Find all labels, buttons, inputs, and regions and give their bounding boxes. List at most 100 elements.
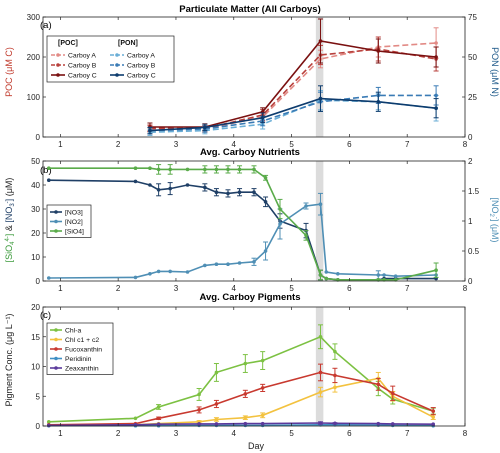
- data-point: [318, 370, 323, 375]
- y2-tick-label: 1.5: [468, 187, 480, 196]
- data-point: [243, 361, 248, 366]
- legend-panel-a: [POC] [PON] Carboy A Carboy B Carboy C Carboy…: [46, 35, 175, 83]
- panel-a-ylabel-right: PON (μM N): [490, 47, 500, 97]
- x-tick-label: 8: [463, 284, 468, 293]
- legend-panel-c: Chl-a Chl c1 + c2 Fucoxanthin Peridinin Zeax…: [46, 322, 114, 375]
- legend-marker: [56, 73, 60, 77]
- data-point: [197, 408, 201, 412]
- legend-label: Peridinin: [65, 356, 92, 363]
- data-point: [226, 167, 230, 172]
- x-tick-label: 8: [463, 140, 468, 149]
- shade-band: [315, 161, 324, 281]
- x-tick-label: 6: [347, 140, 352, 149]
- x-tick-label: 6: [347, 284, 352, 293]
- data-point: [393, 274, 398, 279]
- panel-b-ylabel-left: [SiO44-] & [NO3-] (μM): [4, 178, 16, 263]
- data-point: [214, 167, 219, 172]
- data-point: [304, 233, 308, 238]
- data-point: [260, 116, 265, 120]
- series-a-1: [147, 36, 439, 133]
- data-point: [376, 273, 381, 277]
- data-point: [214, 417, 219, 422]
- data-point: [46, 166, 51, 170]
- legend-marker: [54, 229, 58, 233]
- data-point: [318, 39, 323, 43]
- data-point: [376, 100, 381, 104]
- data-point: [434, 106, 438, 110]
- data-point: [260, 386, 265, 390]
- data-point: [376, 421, 381, 426]
- data-point: [260, 358, 265, 363]
- data-point: [318, 273, 323, 277]
- series-line: [149, 97, 437, 132]
- legend-marker: [54, 347, 58, 351]
- legend-header-pon: [PON]: [118, 40, 138, 47]
- data-point: [197, 392, 201, 397]
- series-line: [149, 40, 437, 128]
- series-line: [48, 179, 437, 281]
- legend-marker: [54, 328, 58, 332]
- x-tick-label: 4: [232, 429, 237, 438]
- y-tick-label: 20: [31, 303, 40, 312]
- data-point: [133, 275, 138, 280]
- x-tick-label: 5: [289, 284, 294, 293]
- data-point: [133, 416, 138, 421]
- series-a-5: [147, 85, 439, 135]
- series-line: [149, 94, 437, 132]
- y-tick-label: 10: [31, 253, 40, 262]
- legend-panel-b: [NO3] [NO2] [SiO4]: [46, 204, 92, 238]
- x-tick-label: 4: [232, 284, 237, 293]
- data-point: [318, 96, 323, 101]
- series-b-0: [46, 178, 438, 282]
- data-point: [148, 128, 152, 133]
- data-point: [318, 390, 323, 394]
- data-point: [168, 269, 172, 274]
- y-tick-label: 30: [31, 205, 40, 214]
- data-point: [318, 421, 323, 425]
- y2-tick-label: 50: [468, 53, 477, 62]
- legend-marker: [56, 53, 60, 57]
- data-point: [243, 421, 248, 426]
- y2-tick-label: 0: [468, 133, 473, 142]
- series-a-2: [147, 18, 439, 132]
- panel-b-label: (b): [40, 165, 52, 176]
- data-point: [156, 405, 161, 409]
- y-tick-label: 200: [27, 53, 41, 62]
- data-point: [133, 166, 138, 170]
- panel-particulate-matter: Particulate Matter (All Carboys) (a) POC…: [4, 4, 500, 149]
- data-point: [46, 178, 51, 182]
- data-point: [148, 272, 152, 276]
- legend-label: Zeaxanthin: [65, 366, 99, 373]
- data-point: [185, 183, 190, 187]
- data-point: [46, 423, 51, 428]
- data-point: [434, 93, 438, 98]
- data-point: [237, 167, 242, 172]
- y2-tick-label: 0: [468, 277, 473, 286]
- legend-box: [46, 35, 175, 83]
- series-line: [149, 42, 437, 130]
- x-tick-label: 3: [174, 429, 179, 438]
- data-point: [318, 334, 323, 339]
- series-line: [48, 203, 437, 279]
- legend-marker: [115, 63, 119, 67]
- x-tick-label: 7: [405, 284, 410, 293]
- data-point: [336, 272, 340, 276]
- data-point: [203, 167, 207, 172]
- data-point: [390, 391, 395, 396]
- shade-band: [315, 17, 324, 137]
- data-point: [226, 262, 230, 267]
- x-tick-label: 7: [405, 429, 410, 438]
- legend-label: [NO2]: [65, 219, 83, 226]
- data-point: [278, 207, 282, 211]
- y-tick-label: 15: [31, 333, 40, 342]
- y-tick-label: 0: [36, 133, 41, 142]
- data-point: [434, 41, 438, 45]
- data-point: [382, 273, 386, 277]
- data-point: [203, 125, 207, 130]
- data-point: [333, 373, 337, 378]
- series-line: [149, 48, 437, 130]
- panel-c-label: (c): [40, 310, 51, 321]
- x-tick-label: 3: [174, 140, 179, 149]
- data-point: [156, 167, 161, 172]
